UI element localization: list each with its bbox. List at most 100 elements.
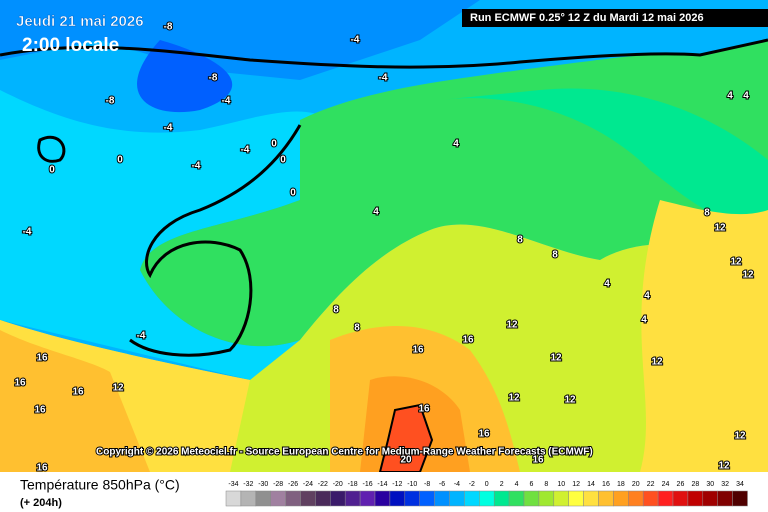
contour-label: 8 xyxy=(552,250,558,261)
scale-label: 2 xyxy=(500,481,504,488)
scale-swatch xyxy=(613,490,629,507)
zero-isotherm-3 xyxy=(37,136,66,163)
contour-label: 12 xyxy=(564,395,576,406)
contour-label: 4 xyxy=(453,139,459,150)
field-cool xyxy=(0,90,330,380)
run-box xyxy=(462,9,768,27)
contour-label: 12 xyxy=(550,353,562,364)
contour-label: 8 xyxy=(333,305,339,316)
footer-lead: (+ 204h) xyxy=(20,497,62,509)
contour-label: 4 xyxy=(604,279,610,290)
scale-label: 10 xyxy=(557,481,565,488)
scale-swatch xyxy=(464,490,480,507)
scale-swatch xyxy=(702,490,718,507)
contour-label: 12 xyxy=(730,257,742,268)
contour-label: -4 xyxy=(351,35,360,46)
contour-label: 8 xyxy=(704,208,710,219)
scale-label: 28 xyxy=(691,481,699,488)
scale-label: -20 xyxy=(333,481,343,488)
scale-swatch xyxy=(315,490,331,507)
scale-swatch xyxy=(687,490,704,507)
contour-label: -4 xyxy=(222,96,231,107)
scale-label: -14 xyxy=(377,481,387,488)
cold-area xyxy=(0,0,480,80)
scale-swatch xyxy=(642,490,659,507)
scale-label: -18 xyxy=(348,481,358,488)
scale-swatch xyxy=(553,490,569,507)
scale-label: -24 xyxy=(303,481,313,488)
scale-label: 24 xyxy=(662,481,670,488)
contour-label: 16 xyxy=(36,353,48,364)
scale-swatch xyxy=(508,490,525,507)
scale-label: 12 xyxy=(572,481,580,488)
zero-isotherm-2 xyxy=(129,124,302,357)
scale-swatch xyxy=(479,490,495,507)
contour-label: 0 xyxy=(117,155,123,166)
contour-label: 12 xyxy=(742,270,754,281)
scale-label: 22 xyxy=(647,481,655,488)
scale-label: -34 xyxy=(228,481,238,488)
scale-swatch xyxy=(419,490,435,507)
contour-label: 4 xyxy=(727,91,733,102)
scale-label: 26 xyxy=(677,481,685,488)
field-warm-east xyxy=(640,200,768,472)
contour-label: 4 xyxy=(644,291,650,302)
contour-label: 12 xyxy=(718,461,730,472)
contour-label: 16 xyxy=(14,378,26,389)
scale-swatch xyxy=(538,490,555,507)
scale-label: -2 xyxy=(469,481,475,488)
scale-swatch xyxy=(270,490,286,507)
scale-label: 6 xyxy=(529,481,533,488)
scale-label: -12 xyxy=(392,481,402,488)
copyright: Copyright © 2026 Meteociel.fr - Source E… xyxy=(96,447,593,458)
scale-swatch xyxy=(732,490,748,507)
scale-label: 30 xyxy=(706,481,714,488)
scale-label: 34 xyxy=(736,481,744,488)
contour-label: 16 xyxy=(36,463,48,474)
contour-label: 12 xyxy=(112,383,124,394)
contour-label: 12 xyxy=(651,357,663,368)
scale-swatch xyxy=(344,490,361,507)
contour-label: 12 xyxy=(508,393,520,404)
contour-label: 0 xyxy=(271,139,277,150)
scale-swatch xyxy=(225,490,242,507)
contour-label: 12 xyxy=(506,320,518,331)
scale-swatch xyxy=(583,490,599,507)
contour-label: 16 xyxy=(478,429,490,440)
scale-swatch xyxy=(300,490,316,507)
contour-label: 16 xyxy=(412,345,424,356)
scale-label: 18 xyxy=(617,481,625,488)
field-warm-west xyxy=(0,330,150,472)
scale-label: -10 xyxy=(407,481,417,488)
scale-label: -30 xyxy=(258,481,268,488)
scale-label: -16 xyxy=(362,481,372,488)
scale-swatch xyxy=(240,490,257,507)
contour-label: -8 xyxy=(164,22,173,33)
contour-label: 16 xyxy=(462,335,474,346)
scale-swatch xyxy=(568,490,584,507)
run-info: Run ECMWF 0.25° 12 Z du Mardi 12 mai 202… xyxy=(470,12,704,24)
scale-label: -8 xyxy=(424,481,430,488)
scale-swatch xyxy=(389,490,406,507)
contour-label: 0 xyxy=(49,165,55,176)
scale-swatch xyxy=(657,490,674,507)
scale-label: -26 xyxy=(288,481,298,488)
contour-label: 4 xyxy=(373,207,379,218)
scale-label: 20 xyxy=(632,481,640,488)
forecast-date: Jeudi 21 mai 2026 xyxy=(16,13,144,30)
scale-label: -32 xyxy=(243,481,253,488)
scale-swatch xyxy=(598,490,614,507)
scale-label: 32 xyxy=(721,481,729,488)
contour-label: 20 xyxy=(400,455,412,466)
contour-label: -4 xyxy=(164,123,173,134)
contour-label: -4 xyxy=(379,73,388,84)
contour-label: 16 xyxy=(418,404,430,415)
contour-label: 4 xyxy=(743,91,749,102)
contour-label: -4 xyxy=(23,227,32,238)
contour-label: 16 xyxy=(72,387,84,398)
scale-label: -4 xyxy=(454,481,460,488)
footer-title: Température 850hPa (°C) xyxy=(20,477,180,493)
scale-swatch xyxy=(330,490,346,507)
